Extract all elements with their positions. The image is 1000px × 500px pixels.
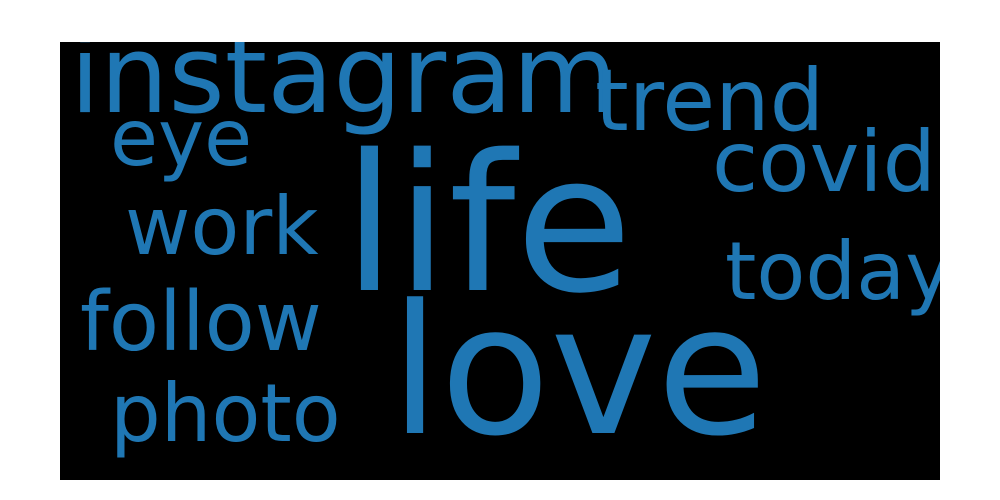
word-eye: eye [110,94,253,184]
word-covid: covid [712,113,936,211]
word-life: life [343,114,633,335]
word-instagram: instagram [70,42,618,138]
word-trend: trend [595,51,825,151]
word-today: today [725,225,940,318]
word-work: work [125,180,319,273]
word-photo: photo [110,367,341,460]
word-follow: follow [80,275,322,370]
word-cloud-canvas: instagram trend eye covid work life toda… [60,42,940,480]
word-love: love [390,267,768,476]
